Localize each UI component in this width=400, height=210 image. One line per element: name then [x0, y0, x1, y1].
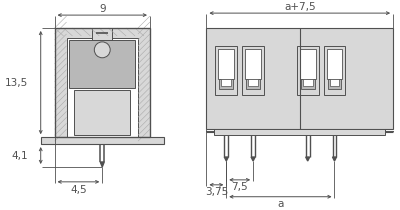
Text: 3,75: 3,75 [205, 187, 228, 197]
Bar [215, 46, 237, 96]
Text: 4,5: 4,5 [70, 185, 87, 195]
Text: 4,1: 4,1 [11, 151, 28, 160]
Bar [74, 89, 130, 135]
Bar [324, 46, 346, 96]
Bar [246, 79, 260, 89]
Polygon shape [332, 157, 336, 161]
Bar [300, 49, 316, 79]
Polygon shape [306, 157, 310, 161]
Text: 9: 9 [99, 4, 106, 14]
Bar [328, 79, 342, 89]
Bar [66, 38, 138, 137]
Bar [214, 129, 385, 135]
Bar [221, 79, 231, 85]
Bar [326, 49, 342, 79]
Bar [242, 46, 264, 96]
Bar [330, 79, 340, 85]
Bar [92, 28, 112, 40]
Bar [206, 28, 393, 129]
Text: a: a [277, 199, 284, 209]
Bar [70, 40, 135, 88]
Bar [297, 46, 319, 96]
Bar [248, 79, 258, 85]
Text: 13,5: 13,5 [4, 77, 28, 88]
Bar [301, 79, 315, 89]
Bar [303, 79, 313, 85]
Bar [55, 28, 150, 137]
Bar [245, 49, 261, 79]
Polygon shape [224, 157, 228, 161]
Bar [41, 137, 164, 144]
Bar [218, 49, 234, 79]
Polygon shape [100, 162, 104, 167]
Text: 7,5: 7,5 [231, 182, 248, 192]
Bar [219, 79, 233, 89]
Text: a+7,5: a+7,5 [284, 2, 316, 12]
Circle shape [94, 42, 110, 58]
Polygon shape [251, 157, 255, 161]
